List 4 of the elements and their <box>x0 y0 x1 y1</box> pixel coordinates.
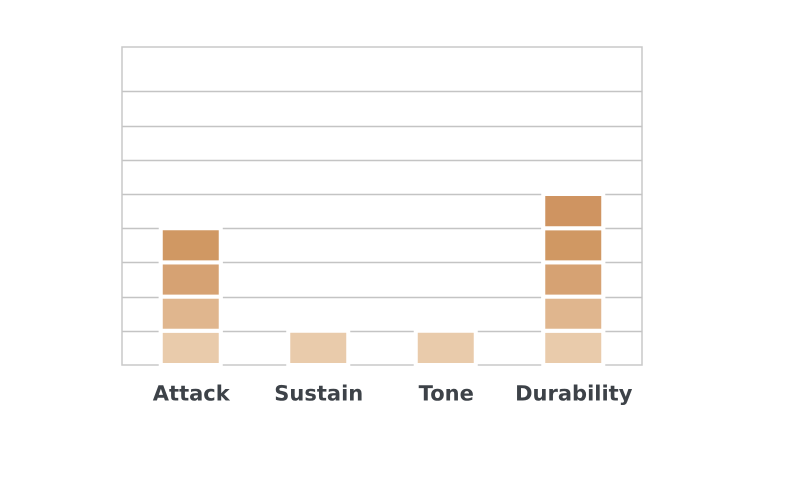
x-tick-label: Tone <box>418 382 474 406</box>
x-tick-label: Sustain <box>274 382 364 406</box>
x-tick-label: Attack <box>152 382 231 406</box>
x-tick-label: Durability <box>515 382 633 406</box>
